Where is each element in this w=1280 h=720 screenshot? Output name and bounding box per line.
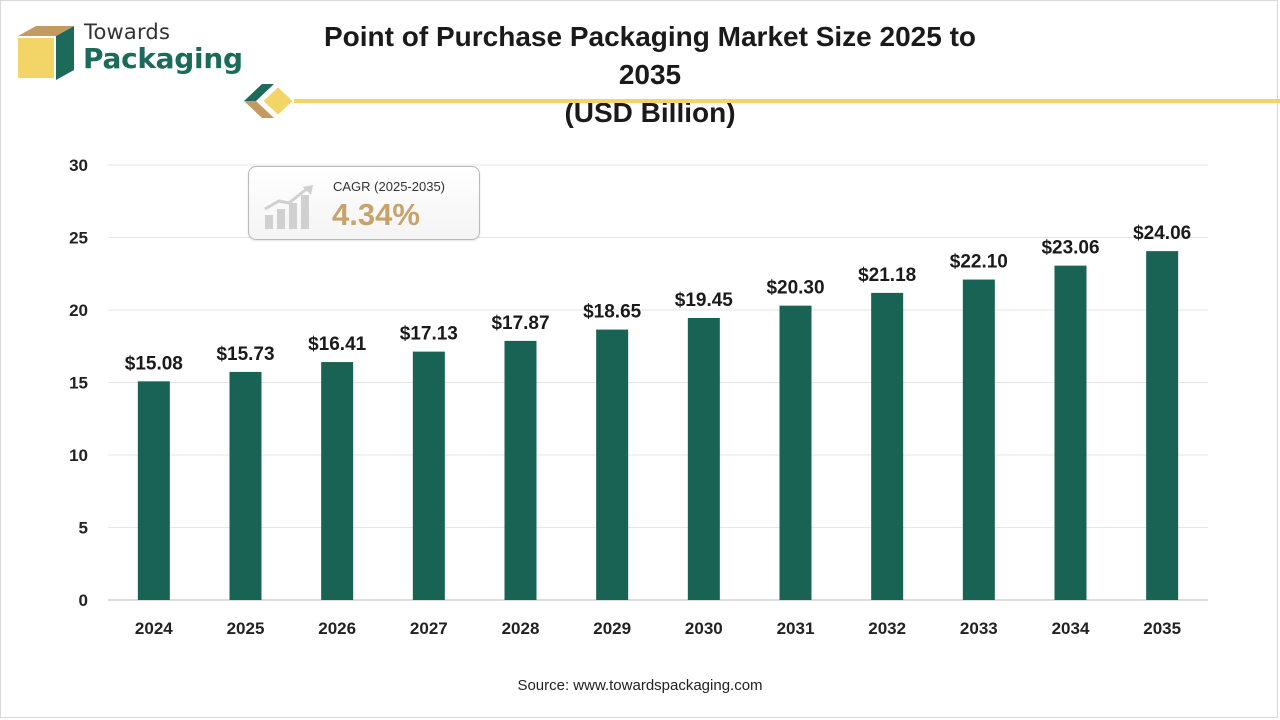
bar bbox=[1146, 251, 1179, 600]
x-tick-label: 2024 bbox=[135, 619, 173, 638]
x-tick-label: 2028 bbox=[502, 619, 540, 638]
bar bbox=[137, 381, 170, 600]
y-axis-ticks: 0 5 10 15 20 25 30 bbox=[69, 156, 88, 610]
grid-lines bbox=[108, 164, 1208, 601]
x-tick-label: 2032 bbox=[868, 619, 906, 638]
data-label: $23.06 bbox=[1041, 238, 1099, 259]
data-label: $20.30 bbox=[766, 278, 824, 299]
y-tick-label: 0 bbox=[79, 591, 88, 610]
x-tick-label: 2031 bbox=[777, 619, 815, 638]
brand-name-line1: Towards bbox=[84, 20, 171, 44]
x-tick-label: 2034 bbox=[1052, 619, 1090, 638]
bar bbox=[321, 362, 354, 600]
chart-title: Point of Purchase Packaging Market Size … bbox=[324, 21, 976, 90]
y-tick-label: 25 bbox=[69, 229, 88, 248]
bars bbox=[137, 251, 1179, 600]
bar bbox=[229, 371, 262, 600]
x-tick-label: 2030 bbox=[685, 619, 723, 638]
data-labels: $15.08 $15.73 $16.41 $17.13 $17.87 $18.65 $19.… bbox=[125, 223, 1191, 374]
y-tick-label: 15 bbox=[69, 374, 88, 393]
bar bbox=[687, 317, 720, 600]
bar bbox=[962, 279, 995, 600]
y-tick-label: 10 bbox=[69, 446, 88, 465]
y-tick-label: 30 bbox=[69, 156, 88, 175]
bar bbox=[871, 292, 904, 600]
data-label: $24.06 bbox=[1133, 223, 1191, 244]
data-label: $17.13 bbox=[400, 324, 458, 345]
data-label: $15.08 bbox=[125, 353, 183, 374]
towards-packaging-logo: Towards Packaging bbox=[14, 18, 254, 84]
divider-chevron-green bbox=[244, 84, 274, 101]
x-tick-label: 2029 bbox=[593, 619, 631, 638]
cagr-callout: CAGR (2025-2035) 4.34% bbox=[248, 166, 480, 240]
divider-chevron-tan bbox=[244, 101, 274, 118]
data-label: $16.41 bbox=[308, 334, 367, 355]
bar bbox=[504, 340, 537, 600]
bar bbox=[1054, 265, 1087, 600]
x-tick-label: 2033 bbox=[960, 619, 998, 638]
x-tick-label: 2027 bbox=[410, 619, 448, 638]
bar bbox=[596, 329, 629, 600]
bar bbox=[412, 351, 445, 600]
y-tick-label: 5 bbox=[79, 519, 88, 538]
divider-line bbox=[294, 99, 1280, 103]
box-logo-icon bbox=[18, 26, 74, 80]
growth-chart-icon bbox=[264, 185, 313, 229]
divider-diamond bbox=[260, 84, 296, 118]
y-tick-label: 20 bbox=[69, 301, 88, 320]
x-axis-ticks: 2024 2025 2026 2027 2028 2029 2030 2031 2032 2033… bbox=[135, 619, 1181, 638]
brand-name-line2: Packaging bbox=[83, 42, 243, 75]
x-tick-label: 2035 bbox=[1143, 619, 1181, 638]
bar bbox=[779, 305, 812, 600]
data-label: $22.10 bbox=[950, 252, 1008, 273]
x-tick-label: 2026 bbox=[318, 619, 356, 638]
cagr-label: CAGR (2025-2035) bbox=[333, 179, 445, 194]
data-label: $21.18 bbox=[858, 265, 916, 286]
source-note: Source: www.towardspackaging.com bbox=[517, 677, 763, 694]
cagr-value: 4.34% bbox=[332, 197, 420, 232]
data-label: $17.87 bbox=[491, 313, 549, 334]
data-label: $18.65 bbox=[583, 302, 642, 323]
data-label: $15.73 bbox=[216, 344, 274, 365]
title-divider bbox=[244, 84, 1280, 118]
x-tick-label: 2025 bbox=[227, 619, 265, 638]
data-label: $19.45 bbox=[675, 290, 734, 311]
